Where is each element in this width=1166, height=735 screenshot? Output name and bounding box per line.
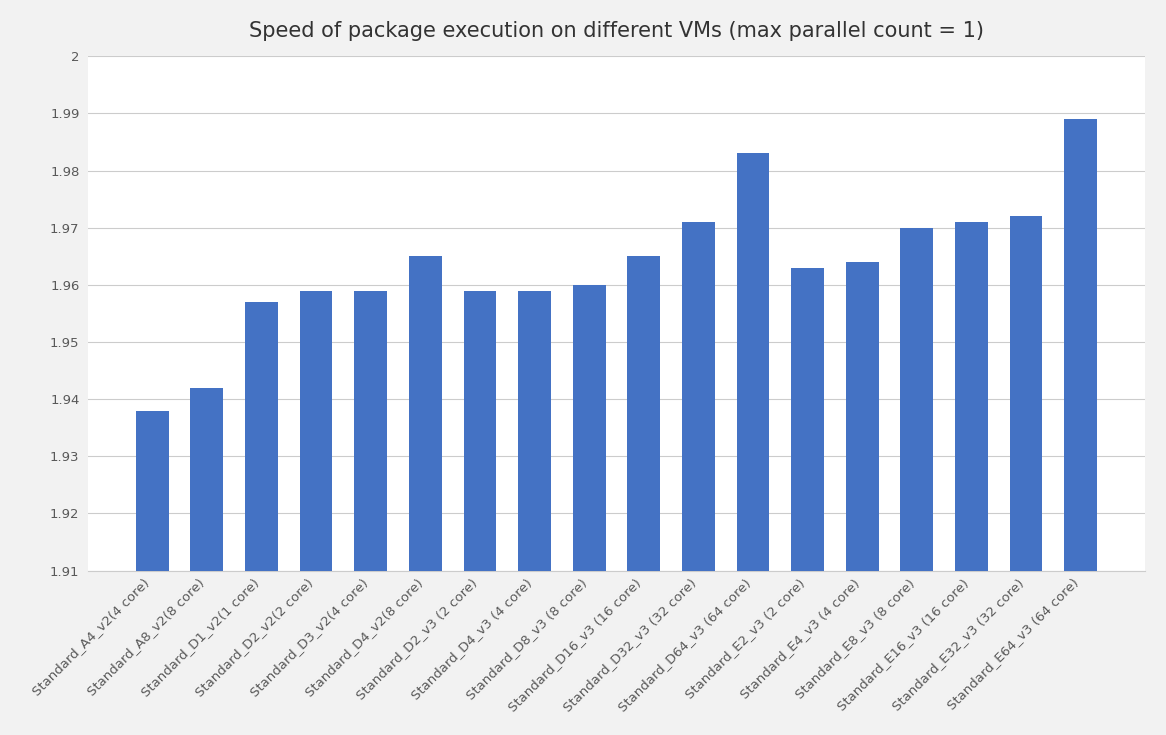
Bar [190, 388, 223, 570]
Bar [845, 262, 879, 570]
Bar [354, 290, 387, 570]
Bar [1010, 216, 1042, 570]
Bar [409, 257, 442, 570]
Bar [627, 257, 660, 570]
Title: Speed of package execution on different VMs (max parallel count = 1): Speed of package execution on different … [250, 21, 984, 41]
Bar [136, 411, 169, 570]
Bar [300, 290, 332, 570]
Bar [737, 154, 770, 570]
Bar [1065, 119, 1097, 570]
Bar [518, 290, 552, 570]
Bar [900, 228, 933, 570]
Bar [245, 302, 278, 570]
Bar [792, 268, 824, 570]
Bar [464, 290, 497, 570]
Bar [955, 222, 988, 570]
Bar [682, 222, 715, 570]
Bar [573, 285, 605, 570]
